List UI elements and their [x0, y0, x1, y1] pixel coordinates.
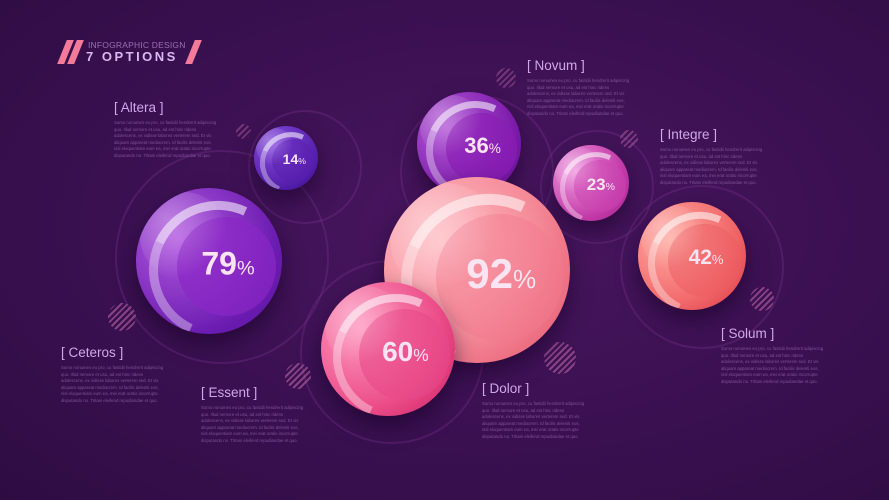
bubble-value: 42	[688, 246, 712, 270]
option-description: Sumo nonumes eu pro, cu fastidii hendrer…	[721, 346, 824, 384]
option-description: Sumo nonumes eu pro, cu fastidii hendrer…	[482, 401, 585, 439]
bubble-dolor[interactable]: 92%	[384, 177, 570, 363]
option-title: [ Altera ]	[114, 100, 164, 115]
bubble-altera[interactable]: 14%	[254, 126, 318, 190]
hatched-circle-decoration	[108, 303, 136, 331]
hatched-circle-decoration	[544, 342, 576, 374]
bubble-value: 79	[201, 245, 237, 282]
orbit-ring	[540, 130, 654, 244]
header-title: 7 OPTIONS	[86, 49, 178, 64]
bubble-value: 92	[466, 249, 513, 297]
label-integre: [ Integre ] Sumo nonumes eu pro, cu fast…	[660, 127, 764, 187]
orbit-ring	[620, 185, 784, 349]
bubble-value: 14	[282, 151, 299, 168]
option-description: Sumo nonumes eu pro, cu fastidii hendrer…	[61, 365, 164, 403]
bubble-solum[interactable]: 42%	[638, 202, 746, 310]
option-description: Sumo nonumes eu pro, cu fastidii hendrer…	[201, 405, 304, 443]
option-title: [ Integre ]	[660, 127, 718, 142]
label-ceteros: [ Ceteros ] Sumo nonumes eu pro, cu fast…	[61, 345, 165, 405]
bubble-integre[interactable]: 23%	[553, 145, 629, 221]
option-description: Sumo nonumes eu pro, cu fastidii hendrer…	[660, 147, 763, 185]
label-solum: [ Solum ] Sumo nonumes eu pro, cu fastid…	[721, 326, 825, 386]
label-essent: [ Essent ] Sumo nonumes eu pro, cu fasti…	[201, 385, 305, 445]
option-title: [ Ceteros ]	[61, 345, 124, 360]
option-title: [ Solum ]	[721, 326, 775, 341]
option-title: [ Dolor ]	[482, 381, 530, 396]
orbit-ring	[248, 110, 362, 224]
orbit-ring	[115, 150, 329, 364]
header-slash-icon	[185, 40, 202, 64]
bubble-essent[interactable]: 60%	[321, 282, 455, 416]
option-title: [ Novum ]	[527, 58, 585, 73]
header-subtitle: INFOGRAPHIC DESIGN	[88, 40, 186, 50]
bubble-ceteros[interactable]: 79%	[136, 188, 282, 334]
label-dolor: [ Dolor ] Sumo nonumes eu pro, cu fastid…	[482, 381, 586, 441]
hatched-circle-decoration	[620, 130, 638, 148]
hatched-circle-decoration	[285, 363, 311, 389]
option-title: [ Essent ]	[201, 385, 258, 400]
hatched-circle-decoration	[750, 287, 774, 311]
label-altera: [ Altera ] Sumo nonumes eu pro, cu fasti…	[114, 100, 218, 160]
hatched-circle-decoration	[236, 124, 251, 139]
bubble-value: 36	[464, 133, 489, 159]
label-novum: [ Novum ] Sumo nonumes eu pro, cu fastid…	[527, 58, 631, 118]
bubble-value: 60	[382, 335, 414, 367]
option-description: Sumo nonumes eu pro, cu fastidii hendrer…	[114, 120, 217, 158]
hatched-circle-decoration	[496, 68, 516, 88]
option-description: Sumo nonumes eu pro, cu fastidii hendrer…	[527, 78, 630, 116]
bubble-value: 23	[586, 174, 606, 194]
